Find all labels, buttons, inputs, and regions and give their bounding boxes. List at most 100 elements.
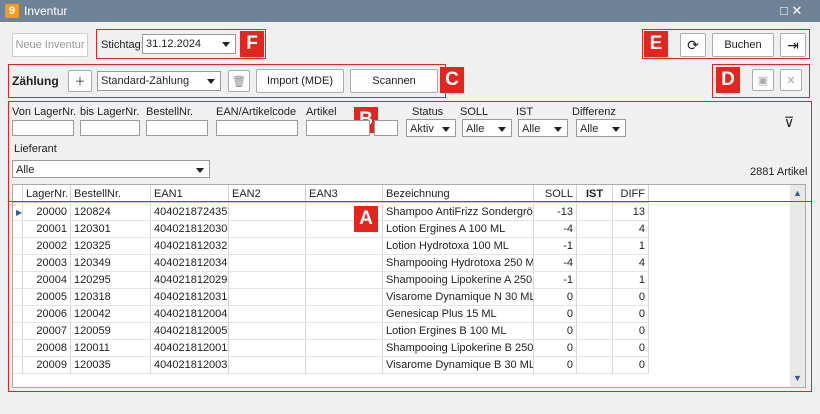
grid-cell[interactable]: 0 <box>613 289 649 306</box>
grid-cell[interactable]: 120011 <box>71 340 151 357</box>
grid-cell[interactable]: 4040218724356 <box>151 204 229 221</box>
grid-cell[interactable] <box>577 340 613 357</box>
grid-cell[interactable]: 0 <box>613 357 649 374</box>
grid-cell[interactable] <box>577 221 613 238</box>
grid-cell[interactable]: 120349 <box>71 255 151 272</box>
grid-cell[interactable]: -13 <box>534 204 577 221</box>
grid-cell[interactable]: 20004 <box>23 272 71 289</box>
import-button[interactable]: Import (MDE) <box>256 69 344 93</box>
grid-cell[interactable]: 4040218120295 <box>151 272 229 289</box>
grid-cell[interactable]: 0 <box>613 306 649 323</box>
column-header[interactable]: LagerNr. <box>23 185 71 203</box>
grid-cell[interactable]: 1 <box>613 272 649 289</box>
grid-cell[interactable] <box>306 272 383 289</box>
supplier-select[interactable]: Alle <box>12 160 210 178</box>
grid-cell[interactable]: Lotion Hydrotoxa 100 ML <box>383 238 534 255</box>
column-header[interactable]: BestellNr. <box>71 185 151 203</box>
grid-cell[interactable]: 120295 <box>71 272 151 289</box>
grid-cell[interactable]: 4040218120035 <box>151 357 229 374</box>
grid-cell[interactable] <box>306 289 383 306</box>
add-count-button[interactable]: ＋ <box>68 70 92 92</box>
save-button[interactable]: ▣ <box>752 69 774 91</box>
column-header[interactable]: SOLL <box>534 185 577 203</box>
column-header[interactable]: DIFF <box>613 185 649 203</box>
grid-cell[interactable]: 4040218120011 <box>151 340 229 357</box>
grid-cell[interactable] <box>577 204 613 221</box>
grid-cell[interactable] <box>577 289 613 306</box>
column-header[interactable]: IST <box>577 185 613 203</box>
grid-cell[interactable]: Shampooing Lipokerine A 250 M <box>383 272 534 289</box>
cancel-button[interactable]: ✕ <box>780 69 802 91</box>
grid-cell[interactable]: 0 <box>613 340 649 357</box>
grid-cell[interactable]: -4 <box>534 221 577 238</box>
grid-cell[interactable]: 0 <box>534 357 577 374</box>
filter-input[interactable] <box>306 120 370 136</box>
exit-button[interactable]: ⇥ <box>780 33 806 57</box>
grid-cell[interactable] <box>306 255 383 272</box>
grid-cell[interactable]: 4040218120318 <box>151 289 229 306</box>
grid-cell[interactable]: Lotion Ergines B 100 ML <box>383 323 534 340</box>
grid-cell[interactable]: 4040218120301 <box>151 221 229 238</box>
delete-button[interactable]: 🗑 <box>228 70 250 92</box>
grid-cell[interactable] <box>229 340 306 357</box>
grid-cell[interactable]: 120301 <box>71 221 151 238</box>
clear-filter-button[interactable]: ⊽ <box>784 114 795 130</box>
grid-cell[interactable]: 120318 <box>71 289 151 306</box>
grid-cell[interactable] <box>229 204 306 221</box>
grid-cell[interactable]: 4 <box>613 221 649 238</box>
grid-cell[interactable]: 20003 <box>23 255 71 272</box>
grid-cell[interactable]: 20005 <box>23 289 71 306</box>
filter-select[interactable]: Alle <box>462 119 512 137</box>
grid-cell[interactable] <box>306 238 383 255</box>
grid-cell[interactable]: -1 <box>534 272 577 289</box>
grid-cell[interactable] <box>229 306 306 323</box>
grid-cell[interactable]: 4040218120325 <box>151 238 229 255</box>
filter-select[interactable]: Alle <box>518 119 568 137</box>
grid-cell[interactable]: 20006 <box>23 306 71 323</box>
grid-cell[interactable]: 20007 <box>23 323 71 340</box>
grid-cell[interactable]: 120042 <box>71 306 151 323</box>
grid-cell[interactable]: -4 <box>534 255 577 272</box>
grid-cell[interactable]: Visarome Dynamique N 30 ML <box>383 289 534 306</box>
grid-cell[interactable]: Genesicap Plus 15 ML <box>383 306 534 323</box>
grid-cell[interactable]: 0 <box>534 323 577 340</box>
grid-cell[interactable] <box>577 272 613 289</box>
grid-cell[interactable] <box>306 340 383 357</box>
grid-cell[interactable] <box>577 323 613 340</box>
column-header[interactable]: EAN3 <box>306 185 383 203</box>
filter-input[interactable] <box>80 120 140 136</box>
grid-cell[interactable] <box>577 238 613 255</box>
count-type-select[interactable]: Standard-Zählung <box>97 71 221 91</box>
grid-cell[interactable] <box>229 238 306 255</box>
grid-cell[interactable]: -1 <box>534 238 577 255</box>
grid-cell[interactable] <box>229 289 306 306</box>
scrollbar[interactable] <box>790 185 805 387</box>
grid-cell[interactable] <box>306 323 383 340</box>
column-header[interactable]: EAN1 <box>151 185 229 203</box>
filter-select[interactable]: Alle <box>576 119 626 137</box>
grid-cell[interactable]: 120035 <box>71 357 151 374</box>
grid-cell[interactable]: 4 <box>613 255 649 272</box>
grid-cell[interactable] <box>229 357 306 374</box>
book-button[interactable]: Buchen <box>712 33 774 57</box>
grid-cell[interactable]: Shampoo AntiFrizz Sondergröße <box>383 204 534 221</box>
grid-cell[interactable] <box>577 255 613 272</box>
grid-cell[interactable] <box>229 255 306 272</box>
scan-button[interactable]: Scannen <box>350 69 438 93</box>
grid-cell[interactable] <box>229 221 306 238</box>
grid-cell[interactable]: 20008 <box>23 340 71 357</box>
grid-cell[interactable]: 20002 <box>23 238 71 255</box>
grid-cell[interactable] <box>306 306 383 323</box>
grid-cell[interactable] <box>577 357 613 374</box>
window-controls[interactable]: □ ✕ <box>780 3 803 18</box>
grid-cell[interactable] <box>306 357 383 374</box>
grid-cell[interactable]: Lotion Ergines A 100 ML <box>383 221 534 238</box>
grid-cell[interactable]: 120325 <box>71 238 151 255</box>
grid-cell[interactable]: 20001 <box>23 221 71 238</box>
grid-cell[interactable] <box>229 323 306 340</box>
grid-cell[interactable]: 4040218120042 <box>151 306 229 323</box>
scroll-up[interactable]: ▲ <box>793 188 802 198</box>
grid-cell[interactable]: 120059 <box>71 323 151 340</box>
filter-input[interactable] <box>374 120 398 136</box>
grid-cell[interactable]: 120824 <box>71 204 151 221</box>
